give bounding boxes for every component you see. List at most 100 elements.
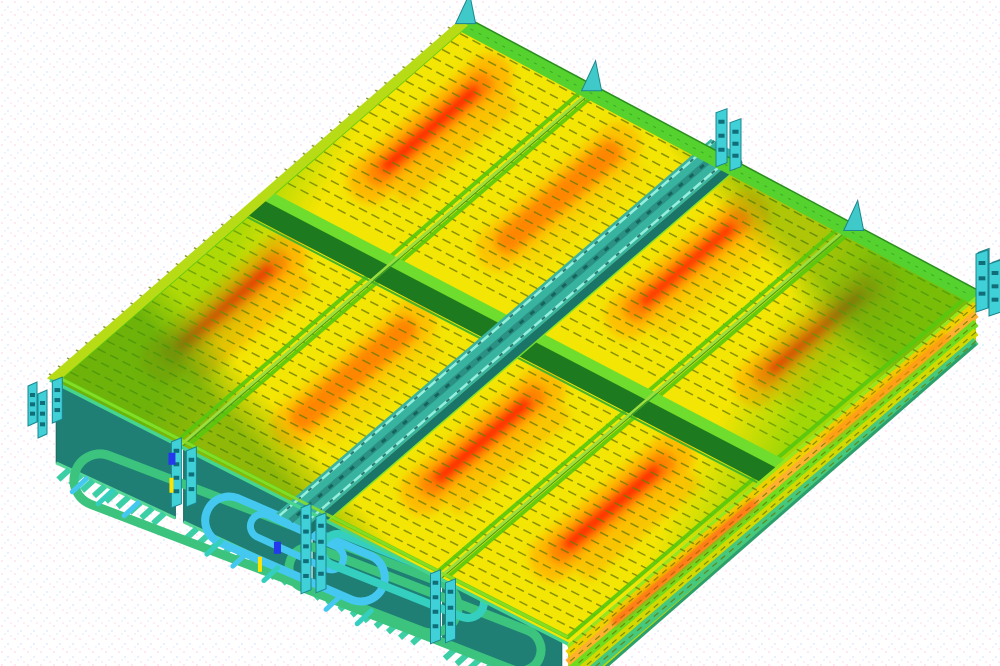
bracket-hole [732, 153, 739, 158]
bracket-hole [447, 605, 454, 610]
bracket-hole [318, 555, 324, 560]
tube-stub-tooth [151, 511, 167, 526]
pipe-loop-3 [201, 492, 389, 606]
bracket-hole [303, 559, 309, 564]
bracket-hole [303, 514, 309, 519]
bracket-hole [173, 462, 180, 467]
bracket-hole [732, 129, 739, 134]
right-corner-bracket-plate [975, 249, 989, 313]
corner-tab-triangle [580, 59, 603, 92]
right-end-face [565, 296, 979, 666]
pipe-loop-4 [246, 510, 348, 574]
tube-stub-tooth [467, 657, 482, 666]
bracket-hole [188, 487, 195, 492]
tube-stub-tooth [91, 483, 107, 499]
tube-stub-tooth [56, 467, 72, 482]
bracket-hole [991, 284, 999, 289]
rail-channel-holes [289, 145, 727, 523]
left-corner-bracket [27, 381, 38, 427]
bracket-hole [54, 408, 61, 413]
rail-flange-holes [300, 151, 737, 528]
bracket-hole [188, 472, 195, 477]
bracket-hole [732, 141, 739, 146]
bracket-hole [173, 448, 180, 453]
right-corner-bracket [975, 249, 989, 313]
rail-flange-holes [279, 140, 716, 517]
tube-stub-tooth [139, 505, 155, 521]
corner-tab-triangle [454, 0, 477, 25]
front-bracket [185, 446, 197, 508]
bracket-hole [991, 271, 999, 275]
right-face-layer-dashes [574, 322, 977, 666]
pipe-stub [69, 476, 89, 495]
front-bracket [315, 512, 327, 594]
pipe-stub [230, 550, 250, 569]
tube-stub-tooth [80, 478, 96, 493]
rail-margin-highlight [325, 167, 738, 523]
front-bracket-plate [170, 437, 182, 509]
left-end-edge-strip [46, 20, 469, 384]
right-face-hot-tint-orange [821, 332, 951, 446]
bracket-hole [303, 544, 309, 549]
bracket-hole [54, 388, 61, 393]
bracket-hole [718, 133, 725, 138]
bracket-hole [432, 580, 439, 585]
pipe-stub [204, 538, 224, 557]
front-bracket-b0.5 [257, 503, 327, 595]
bracket-hole [188, 457, 195, 462]
bracket-hole [39, 401, 46, 405]
bracket-hole [978, 261, 986, 265]
bracket-hole [978, 276, 986, 281]
front-bracket [170, 437, 182, 509]
bracket-hole [29, 402, 36, 407]
bracket-hole [432, 624, 439, 629]
bracket-hole [318, 539, 324, 544]
column-seam-light [178, 89, 592, 447]
front-bracket-b0.25 [168, 437, 197, 509]
right-face-bottom-edge [604, 342, 977, 666]
right-corner-bracket [988, 259, 1000, 317]
front-bracket-plate [185, 446, 197, 508]
front-bracket [300, 503, 312, 595]
corner-tab-triangle [842, 198, 865, 231]
front-bracket [430, 569, 441, 645]
right-face-layer-dashes [584, 331, 977, 666]
bracket-hole [173, 489, 180, 494]
bracket-hole [432, 609, 439, 614]
bracket-hole [718, 119, 725, 124]
bracket-hole [978, 291, 986, 296]
front-edge-surface-green [59, 376, 569, 639]
right-face-layer-dashes [567, 304, 977, 655]
pipe-connector-blue [273, 541, 281, 554]
top-edge-bracket [729, 117, 742, 172]
bracket-hole [39, 411, 46, 416]
bracket-hole [991, 297, 999, 302]
column-seam-1 [178, 89, 593, 448]
bracket-hole [173, 475, 180, 480]
front-bracket-plate [445, 578, 456, 644]
bracket-hole [447, 621, 454, 626]
column-seam-dark [181, 91, 593, 448]
rail-side-skirt [305, 154, 743, 537]
top-right-edge-dashes [470, 28, 970, 296]
top-edge-bracket [715, 107, 728, 168]
right-face-layer-dashes [595, 340, 977, 666]
pipe-pin-yellow [257, 556, 262, 572]
bracket-hole [39, 422, 46, 427]
front-bracket [445, 578, 456, 644]
left-corner-bracket [37, 389, 48, 439]
bracket-hole [303, 573, 309, 578]
bracket-hole [303, 529, 309, 534]
tube-stub-tooth [103, 489, 119, 504]
bracket-hole [318, 571, 324, 576]
pipe-connector-blue [168, 452, 176, 465]
front-bracket-b0.75 [430, 569, 456, 645]
right-face-hot-tint-red [609, 497, 759, 627]
bracket-hole [54, 398, 61, 403]
column-seam-2 [437, 226, 850, 580]
mounting-brackets [27, 0, 1000, 645]
bracket-hole [447, 589, 454, 594]
front-bracket [51, 376, 63, 424]
